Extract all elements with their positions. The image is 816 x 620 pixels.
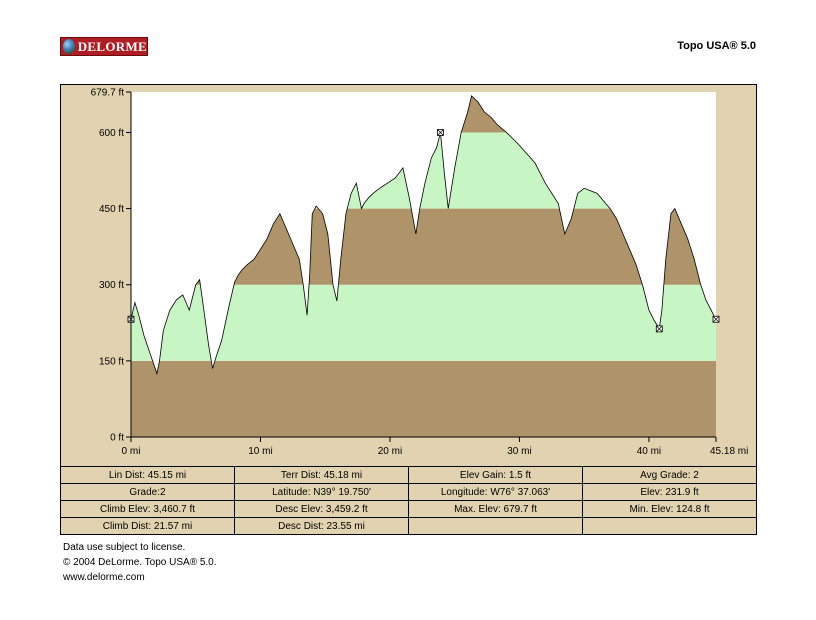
elev-gain: Elev Gain: 1.5 ft: [408, 466, 583, 484]
desc-dist: Desc Dist: 23.55 mi: [234, 517, 409, 535]
elevation-profile-chart: 0 ft 150 ft 300 ft 450 ft 600 ft 679.7 ft 0 mi…: [91, 88, 749, 458]
y-tick-label: 600 ft: [99, 128, 124, 139]
empty-cell: [582, 517, 757, 535]
longitude: Longitude: W76° 37.063': [408, 483, 583, 501]
x-tick-label: 10 mi: [248, 446, 272, 457]
stats-row: Grade:2 Latitude: N39° 19.750' Longitude…: [60, 483, 757, 501]
climb-elev: Climb Elev: 3,460.7 ft: [60, 500, 235, 518]
website-link: www.delorme.com: [63, 572, 145, 583]
y-tick-label: 300 ft: [99, 280, 124, 291]
min-elev: Min. Elev: 124.8 ft: [582, 500, 757, 518]
copyright: © 2004 DeLorme. Topo USA® 5.0.: [63, 557, 217, 568]
waypoint-marker-cross: [712, 315, 720, 323]
x-tick-label: 30 mi: [507, 446, 531, 457]
delorme-logo: DELORME: [60, 37, 148, 56]
terr-dist: Terr Dist: 45.18 mi: [234, 466, 409, 484]
climb-dist: Climb Dist: 21.57 mi: [60, 517, 235, 535]
y-tick-label: 150 ft: [99, 356, 124, 367]
desc-elev: Desc Elev: 3,459.2 ft: [234, 500, 409, 518]
y-tick-label: 450 ft: [99, 204, 124, 215]
license-note: Data use subject to license.: [63, 542, 186, 553]
empty-cell: [408, 517, 583, 535]
latitude: Latitude: N39° 19.750': [234, 483, 409, 501]
grade: Grade:2: [60, 483, 235, 501]
product-title: Topo USA® 5.0: [677, 40, 756, 52]
max-elev: Max. Elev: 679.7 ft: [408, 500, 583, 518]
globe-icon: [63, 39, 75, 54]
waypoint-marker-cross: [656, 325, 663, 333]
y-tick-label: 0 ft: [110, 433, 124, 444]
waypoint-marker: [437, 129, 444, 136]
footer: Data use subject to license. © 2004 DeLo…: [63, 540, 217, 585]
waypoint-marker: [712, 315, 720, 323]
x-tick-label: 45.18 mi: [710, 446, 748, 457]
avg-grade: Avg Grade: 2: [582, 466, 757, 484]
x-tick-label: 40 mi: [637, 446, 661, 457]
y-tick-label: 679.7 ft: [91, 88, 125, 99]
lin-dist: Lin Dist: 45.15 mi: [60, 466, 235, 484]
stats-row: Lin Dist: 45.15 mi Terr Dist: 45.18 mi E…: [60, 466, 757, 484]
elevation-band: [131, 360, 716, 437]
logo-text: DELORME: [77, 38, 147, 54]
x-tick-label: 20 mi: [378, 446, 402, 457]
elevation-line: [130, 95, 717, 376]
stats-row: Climb Elev: 3,460.7 ft Desc Elev: 3,459.…: [60, 500, 757, 518]
x-tick-label: 0 mi: [122, 446, 141, 457]
stats-row: Climb Dist: 21.57 mi Desc Dist: 23.55 mi: [60, 517, 757, 535]
waypoint-marker: [655, 325, 663, 333]
waypoint-marker-cross: [437, 129, 444, 136]
stats-table: Lin Dist: 45.15 mi Terr Dist: 45.18 mi E…: [60, 466, 757, 535]
elev: Elev: 231.9 ft: [582, 483, 757, 501]
